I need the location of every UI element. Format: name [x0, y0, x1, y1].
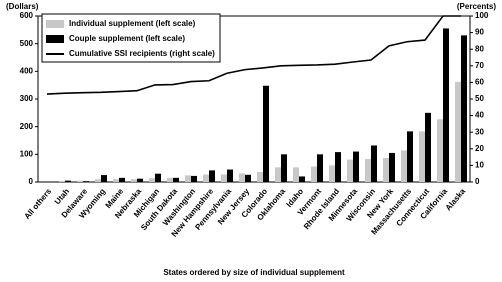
legend-label: Individual supplement (left scale)	[69, 19, 196, 28]
bar	[131, 179, 137, 182]
bar	[245, 174, 251, 182]
bar	[149, 178, 155, 182]
y2-tick-label: 70	[475, 61, 484, 70]
bar	[299, 176, 305, 182]
bar	[77, 180, 83, 182]
y2-tick-label: 30	[475, 127, 484, 136]
bar	[371, 145, 377, 182]
y2-tick-label: 50	[475, 94, 484, 103]
legend-label: Couple supplement (left scale)	[69, 34, 185, 43]
bar	[383, 157, 389, 182]
bar	[317, 154, 323, 182]
y2-tick-label: 100	[475, 11, 489, 20]
bar	[191, 175, 197, 182]
y2-tick-label: 10	[475, 161, 484, 170]
bar	[329, 165, 335, 182]
legend-label: Cumulative SSI recipients (right scale)	[69, 49, 215, 58]
bar	[59, 180, 65, 182]
bar	[407, 131, 413, 182]
y2-tick-label: 40	[475, 111, 484, 120]
y-tick-label: 200	[20, 122, 34, 131]
bar	[227, 169, 233, 182]
y2-tick-label: 0	[475, 177, 480, 186]
bar	[275, 167, 281, 182]
legend-swatch	[46, 35, 64, 43]
bar	[155, 173, 161, 182]
bar	[137, 178, 143, 182]
y2-tick-label: 20	[475, 144, 484, 153]
bar	[455, 81, 461, 182]
y-axis-label: (Dollars)	[6, 2, 39, 11]
bar	[365, 159, 371, 182]
bar	[221, 174, 227, 182]
y-tick-label: 400	[20, 66, 34, 75]
bar	[425, 112, 431, 182]
bar	[461, 35, 467, 182]
bar	[281, 154, 287, 182]
bar	[209, 170, 215, 182]
bar	[257, 172, 263, 182]
bar	[419, 131, 425, 182]
y-tick-label: 600	[20, 11, 34, 20]
y2-axis-label: (Percents)	[457, 2, 496, 11]
bar	[437, 119, 443, 182]
bar	[101, 175, 107, 182]
y-tick-label: 0	[29, 177, 34, 186]
bar	[389, 152, 395, 182]
bar	[95, 179, 101, 182]
bar	[239, 173, 245, 182]
bar	[335, 152, 341, 182]
y-tick-label: 100	[20, 149, 34, 158]
bar	[185, 175, 191, 182]
y2-tick-label: 60	[475, 78, 484, 87]
bar	[443, 28, 449, 183]
y-tick-label: 500	[20, 39, 34, 48]
bar	[311, 166, 317, 182]
bar	[263, 85, 269, 182]
bar	[167, 177, 173, 182]
y2-tick-label: 80	[475, 44, 484, 53]
y-tick-label: 300	[20, 94, 34, 103]
line	[46, 15, 461, 95]
x-tick-label: All others	[23, 186, 54, 220]
bar	[83, 181, 89, 182]
bar	[293, 167, 299, 182]
bar	[173, 177, 179, 182]
x-axis-label: States ordered by size of individual sup…	[163, 268, 345, 277]
legend-box	[41, 13, 221, 63]
legend-swatch	[46, 20, 64, 28]
bar	[65, 180, 71, 182]
bar	[119, 177, 125, 182]
x-tick-label: Alaska	[444, 186, 468, 212]
bar	[347, 159, 353, 182]
bar	[203, 174, 209, 182]
bar	[401, 150, 407, 182]
bar	[113, 179, 119, 182]
y2-tick-label: 90	[475, 28, 484, 37]
bar	[353, 151, 359, 182]
